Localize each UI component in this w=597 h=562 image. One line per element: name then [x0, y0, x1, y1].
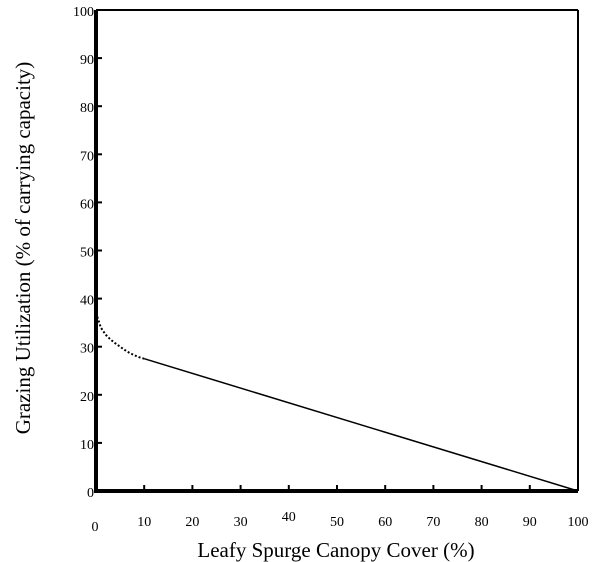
x-tick-label: 40: [282, 510, 296, 525]
y-tick-label: 0: [87, 486, 94, 501]
y-axis-ticks: 0 10 20 30 40 50 60 70 80 90 100: [73, 5, 102, 501]
series-layer: [95, 312, 579, 492]
plot-frame: [94, 9, 579, 493]
x-tick-label: 90: [523, 515, 537, 530]
x-tick-label: 10: [137, 515, 151, 530]
series-line-dotted: [95, 312, 145, 360]
x-tick-label: 100: [568, 515, 589, 530]
x-tick-label: 50: [330, 515, 344, 530]
y-tick-label: 20: [80, 390, 94, 405]
y-tick-label: 60: [80, 197, 94, 212]
x-tick-label: 30: [234, 515, 248, 530]
x-axis-ticks: 0 10 20 30 40 50 60 70 80 90 100: [92, 485, 589, 535]
y-tick-label: 80: [80, 101, 94, 116]
x-tick-label: 0: [92, 520, 99, 535]
x-tick-label: 80: [475, 515, 489, 530]
y-tick-label: 10: [80, 438, 94, 453]
series-line-solid: [143, 357, 579, 492]
y-tick-label: 40: [80, 294, 94, 309]
y-tick-label: 100: [73, 5, 94, 20]
y-tick-label: 30: [80, 342, 94, 357]
y-tick-label: 70: [80, 149, 94, 164]
y-tick-label: 50: [80, 246, 94, 261]
x-tick-label: 60: [378, 515, 392, 530]
x-tick-label: 70: [426, 515, 440, 530]
x-axis-label: Leafy Spurge Canopy Cover (%): [197, 538, 474, 562]
y-axis-label: Grazing Utilization (% of carrying capac…: [11, 62, 35, 435]
x-tick-label: 20: [185, 515, 199, 530]
y-tick-label: 90: [80, 53, 94, 68]
